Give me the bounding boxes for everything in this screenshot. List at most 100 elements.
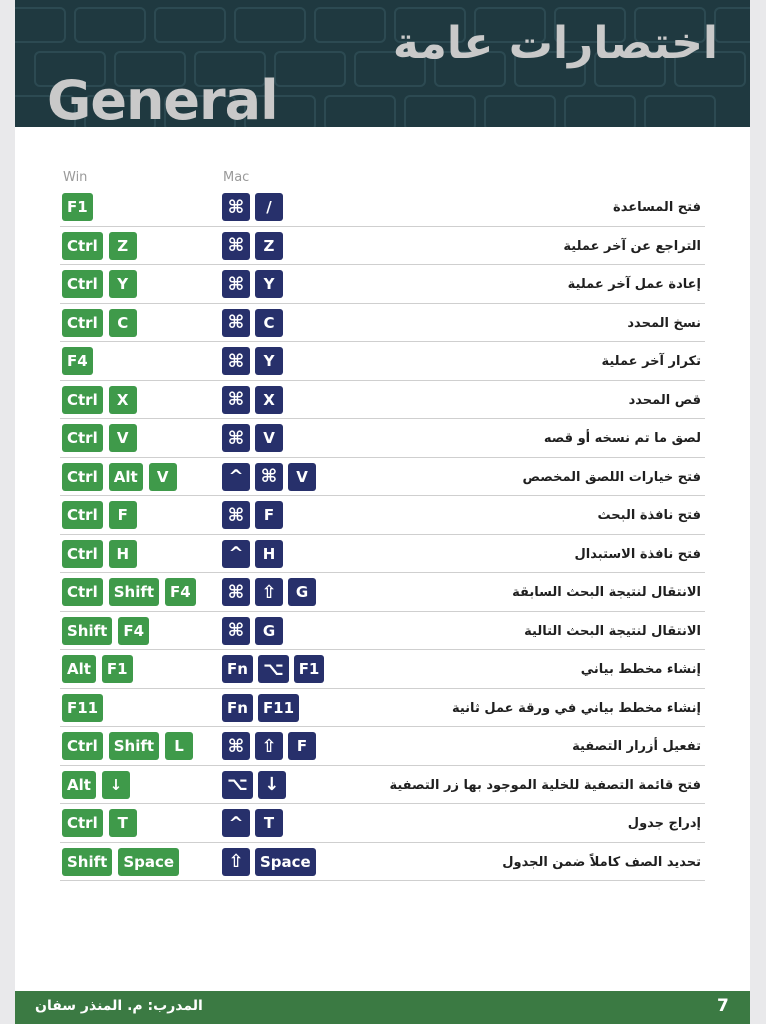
mac-key: ⇧: [222, 847, 250, 876]
mac-keys: ⌘ F: [222, 501, 283, 529]
shortcut-description: فتح نافذة الاستبدال: [574, 546, 701, 562]
shortcut-description: إنشاء مخطط بياني: [580, 662, 701, 677]
win-key: Ctrl: [62, 231, 103, 260]
mac-keys: ⇧ Space: [222, 847, 316, 876]
mac-key: V: [255, 424, 283, 452]
win-key: V: [148, 462, 177, 491]
mac-keys: ⌘ V: [222, 424, 283, 452]
win-key: Ctrl: [62, 385, 103, 414]
mac-key: C: [255, 308, 283, 337]
shortcut-description: نسخ المحدد: [627, 315, 701, 331]
mac-keys: ^ H: [222, 539, 283, 568]
win-keys: Ctrl T: [62, 809, 137, 837]
mac-key: ⌘: [222, 501, 250, 529]
shortcut-row: Ctrl V ⌘ V لصق ما تم نسخه أو قصه: [60, 419, 705, 458]
mac-key: F1: [293, 655, 325, 683]
mac-keys: ⌘ ⇧ F: [222, 732, 316, 760]
column-header-win: Win: [63, 170, 88, 185]
mac-key: G: [255, 616, 283, 645]
win-key: Ctrl: [62, 578, 103, 606]
mac-key: ⌘: [222, 231, 250, 260]
win-key: H: [108, 539, 137, 568]
win-key: L: [165, 732, 194, 760]
mac-key: T: [255, 809, 283, 837]
shortcut-row: Shift Space ⇧ Space تحديد الصف كاملاً ضمن ال…: [60, 843, 705, 881]
mac-key: ⌘: [222, 193, 250, 221]
win-key: Alt: [62, 655, 96, 683]
mac-key: ⌘: [222, 308, 250, 337]
shortcut-row: Ctrl C ⌘ C نسخ المحدد: [60, 304, 705, 342]
win-key: Alt: [108, 462, 143, 491]
win-keys: Alt F1: [62, 655, 133, 683]
mac-key: ⌘: [222, 424, 250, 452]
win-key: F1: [62, 193, 93, 221]
page-title-arabic: اختصارات عامة: [392, 18, 718, 69]
mac-key: Y: [255, 270, 283, 298]
shortcut-table: F1 ⌘ / فتح المساعدة Ctrl Z ⌘ Z التراجع عن آخر عم…: [60, 188, 705, 881]
shortcut-description: فتح خيارات اللصق المخصص: [522, 469, 701, 485]
shortcut-row: Ctrl Alt V ^ ⌘ V فتح خيارات اللصق المخصص: [60, 458, 705, 496]
mac-key: Z: [255, 231, 283, 260]
win-key: Alt: [62, 770, 96, 799]
shortcut-description: تفعيل أزرار التصفية: [572, 739, 701, 754]
win-key: F4: [62, 347, 93, 375]
shortcut-description: فتح المساعدة: [613, 200, 701, 215]
mac-keys: ⌘ X: [222, 385, 283, 414]
win-keys: Alt ↓: [62, 770, 130, 799]
shortcut-row: Ctrl F ⌘ F فتح نافذة البحث: [60, 496, 705, 535]
mac-key: ⌘: [222, 578, 250, 606]
mac-keys: ^ ⌘ V: [222, 462, 316, 491]
win-keys: Shift Space: [62, 847, 180, 876]
shortcut-description: التراجع عن آخر عملية: [563, 238, 701, 254]
win-key: Ctrl: [62, 732, 103, 760]
shortcut-row: Ctrl T ^ T إدراج جدول: [60, 804, 705, 843]
shortcut-description: إعادة عمل آخر عملية: [567, 277, 701, 292]
shortcut-description: فتح نافذة البحث: [597, 508, 701, 523]
shortcut-description: فتح قائمة التصفية للخلية الموجود بها زر …: [389, 777, 701, 793]
mac-key: ⇧: [255, 578, 283, 606]
mac-key: ^: [222, 462, 250, 491]
win-key: Shift: [62, 847, 113, 876]
trainer-name: المدرب: م. المنذر سفان: [35, 998, 203, 1014]
win-keys: Ctrl H: [62, 539, 137, 568]
shortcut-description: إنشاء مخطط بياني في ورقة عمل ثانية: [451, 700, 701, 716]
shortcut-row: Alt F1 Fn ⌥ F1 إنشاء مخطط بياني: [60, 650, 705, 689]
win-keys: Ctrl V: [62, 424, 137, 452]
footer-bar: المدرب: م. المنذر سفان 7: [15, 991, 750, 1024]
win-keys: F1: [62, 193, 93, 221]
mac-key: ⌘: [222, 347, 250, 375]
win-keys: Ctrl Z: [62, 231, 137, 260]
win-key: F4: [165, 578, 196, 606]
mac-key: F: [255, 501, 283, 529]
mac-key: ⌘: [222, 616, 250, 645]
mac-key: ⌘: [255, 462, 283, 491]
mac-key: Fn: [222, 655, 253, 683]
win-key: C: [108, 308, 137, 337]
mac-keys: ^ T: [222, 809, 283, 837]
win-key: X: [108, 385, 137, 414]
win-keys: F4: [62, 347, 93, 375]
mac-key: ⌘: [222, 385, 250, 414]
header-banner: اختصارات عامة General: [15, 0, 750, 127]
page-number: 7: [717, 996, 729, 1016]
mac-key: ⇧: [255, 732, 283, 760]
shortcut-row: Ctrl Shift F4 ⌘ ⇧ G الانتقال لنتيجة البحث السا…: [60, 573, 705, 612]
win-key: T: [108, 809, 137, 837]
win-keys: Ctrl X: [62, 385, 137, 414]
shortcut-row: Shift F4 ⌘ G الانتقال لنتيجة البحث التالية: [60, 612, 705, 650]
shortcut-description: الانتقال لنتيجة البحث التالية: [524, 623, 701, 639]
mac-key: ⌥: [222, 770, 253, 799]
shortcut-row: Ctrl Y ⌘ Y إعادة عمل آخر عملية: [60, 265, 705, 304]
mac-key: Y: [255, 347, 283, 375]
win-key: Ctrl: [62, 809, 103, 837]
mac-keys: ⌘ Y: [222, 347, 283, 375]
mac-keys: Fn ⌥ F1: [222, 655, 325, 683]
mac-key: ⌥: [257, 655, 289, 683]
mac-key: Space: [255, 847, 316, 876]
mac-keys: ⌥ ↓: [222, 770, 286, 799]
mac-keys: ⌘ Y: [222, 270, 283, 298]
mac-key: ⌘: [222, 732, 250, 760]
shortcut-description: لصق ما تم نسخه أو قصه: [543, 431, 701, 446]
win-keys: Ctrl F: [62, 501, 137, 529]
win-key: F: [108, 501, 137, 529]
